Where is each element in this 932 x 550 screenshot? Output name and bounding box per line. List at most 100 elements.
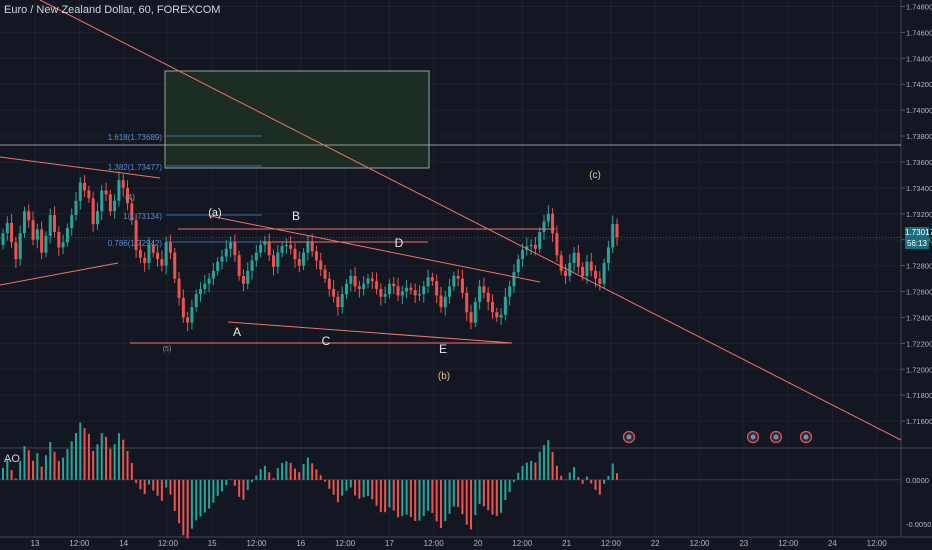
candle-body (448, 286, 452, 297)
candle-body (332, 288, 336, 297)
candle-body (443, 296, 447, 308)
ao-bar (336, 479, 339, 503)
ao-bar (560, 475, 563, 480)
price-tick-label: 1.73400 (906, 184, 932, 193)
wave-label: B (292, 209, 300, 223)
candle-body (254, 252, 258, 261)
ao-bar (568, 472, 571, 480)
candle-body (18, 233, 22, 260)
candle-body (495, 312, 499, 318)
candle-body (409, 287, 413, 291)
candle-body (405, 287, 409, 292)
candle-body (293, 248, 297, 260)
candle-body (349, 275, 353, 284)
ao-bar (397, 479, 400, 518)
candle-body (173, 252, 177, 279)
time-tick-label: 16 (296, 539, 305, 548)
ao-bar (465, 479, 468, 525)
candle-body (383, 294, 387, 297)
time-axis: 13 12:00 14 12:00 15 12:00 16 12:00 17 12:00 20 12:… (31, 539, 888, 548)
ao-bar (345, 479, 348, 491)
candle-body (353, 275, 357, 287)
ao-histogram (0, 422, 901, 539)
wave-label: E (439, 342, 447, 356)
price-tick-label: 1.72200 (906, 339, 932, 348)
candle-body (108, 194, 112, 212)
ao-bar (332, 479, 335, 495)
candle-body (456, 275, 460, 279)
candle-body (121, 180, 125, 188)
ao-bar (225, 479, 228, 486)
ao-bar (113, 444, 116, 480)
ao-bar (186, 479, 189, 539)
ao-bar (341, 479, 344, 496)
candle-body (233, 242, 237, 256)
ao-bar (418, 479, 421, 521)
candle-body (40, 229, 44, 253)
candle-body (538, 231, 542, 249)
ao-bar (534, 462, 537, 480)
candle-body (160, 259, 164, 266)
time-tick-label: 12:00 (512, 539, 533, 548)
ao-bar (512, 479, 515, 483)
candle-body (151, 244, 155, 253)
ao-bar (53, 451, 56, 480)
ao-bar (62, 457, 65, 480)
trendline (209, 215, 541, 283)
candle-body (473, 301, 477, 323)
candle-body (563, 270, 567, 276)
candle-body (508, 286, 512, 297)
ao-bar (169, 479, 172, 495)
time-tick-label: 12:00 (867, 539, 888, 548)
ao-bar (435, 479, 438, 522)
candle-body (104, 190, 108, 195)
candle-body (559, 255, 563, 271)
candle-body (95, 211, 99, 225)
ao-bar (521, 466, 524, 480)
candle-body (211, 270, 215, 279)
ao-tick-label: -0.0050 (906, 520, 931, 529)
candle-body (499, 314, 503, 318)
wave-label: (a) (208, 207, 221, 219)
price-tick-label: 1.72000 (906, 365, 932, 374)
wave-label: (4) (125, 193, 135, 202)
candle-body (186, 317, 190, 323)
candle-body (581, 266, 585, 276)
ao-bar (66, 448, 69, 480)
candle-body (417, 294, 421, 296)
candle-body (439, 295, 443, 308)
ao-bar (366, 479, 369, 496)
candle-body (344, 283, 348, 295)
ao-bar (457, 479, 460, 507)
candle-body (22, 211, 26, 234)
event-marker-dot (626, 434, 632, 440)
ao-bar (530, 460, 533, 480)
candle-body (615, 224, 619, 238)
event-marker-dot (803, 434, 809, 440)
candle-body (486, 292, 490, 302)
ao-bar (44, 455, 47, 480)
ao-indicator-label[interactable]: AO (4, 453, 20, 465)
target-zone-box[interactable] (164, 70, 430, 169)
ao-bar (178, 479, 181, 524)
ao-bar (212, 479, 215, 503)
candle-body (336, 296, 340, 308)
candle-body (250, 260, 254, 271)
candle-body (379, 288, 383, 297)
candlesticks (1, 171, 619, 332)
ao-bar (182, 479, 185, 536)
trendline (227, 321, 513, 344)
candle-body (576, 252, 580, 267)
price-tick-label: 1.71600 (906, 417, 932, 426)
ao-bar (152, 479, 155, 491)
candle-body (594, 270, 598, 279)
candle-body (460, 278, 464, 293)
candle-body (65, 228, 69, 243)
ao-bar (581, 479, 584, 484)
candle-body (138, 250, 142, 258)
ao-bar (354, 479, 357, 496)
ao-bar (311, 463, 314, 480)
ao-bar (585, 476, 588, 480)
